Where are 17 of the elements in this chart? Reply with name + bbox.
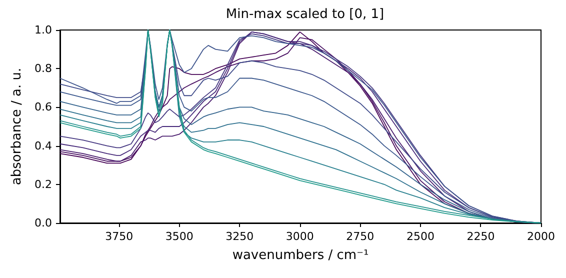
x-tick-label: 3750 <box>105 230 134 243</box>
y-tick-label: 0.4 <box>34 139 52 152</box>
y-tick-label: 0.6 <box>34 100 52 114</box>
x-tick-label: 2750 <box>346 230 374 243</box>
y-tick-label: 1.0 <box>34 24 52 36</box>
x-tick-label: 2000 <box>527 230 555 243</box>
x-tick-label: 2500 <box>406 230 434 243</box>
x-tick-label: 3500 <box>165 230 194 243</box>
y-tick-label: 0.0 <box>34 216 52 230</box>
y-axis-title: absorbance / a. u. <box>10 68 25 186</box>
x-tick-label: 3250 <box>226 230 254 243</box>
x-tick-label: 3000 <box>286 230 314 243</box>
y-tick-label: 0.8 <box>34 62 52 76</box>
y-tick-label: 0.2 <box>34 178 52 191</box>
x-axis-title: wavenumbers / cm⁻¹ <box>232 248 369 263</box>
x-tick-label: 2250 <box>466 230 495 243</box>
chart-title: Min-max scaled to [0, 1] <box>226 7 384 22</box>
